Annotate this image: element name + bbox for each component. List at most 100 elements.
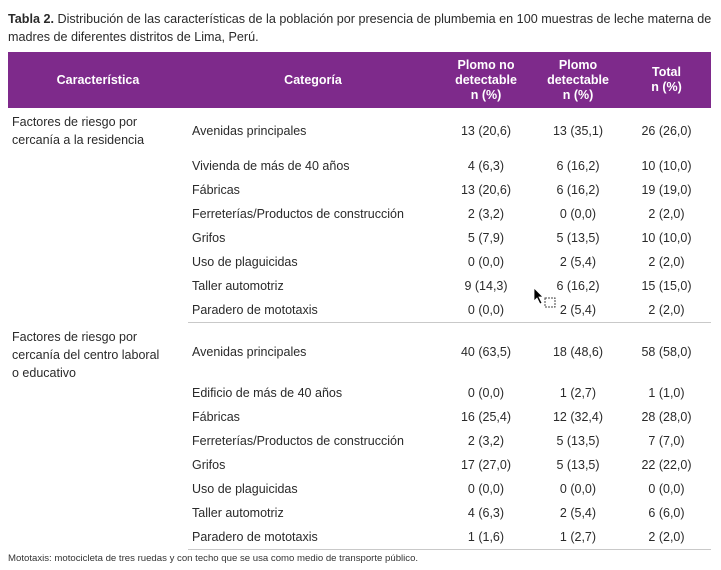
header-categoria: Categoría (284, 72, 342, 87)
cell-categoria: Fábricas (192, 410, 240, 424)
cell-total: 22 (22,0) (641, 458, 692, 472)
cell-total: 10 (10,0) (641, 159, 692, 173)
cell-total: 2 (2,0) (622, 298, 711, 323)
cell-plomo-detectable: 6 (16,2) (556, 279, 600, 293)
cell-plomo-detectable: 5 (13,5) (556, 231, 600, 245)
cell-categoria: Ferreterías/Productos de construcción (192, 207, 404, 221)
cell-plomo-detectable: 12 (32,4) (552, 410, 604, 424)
cell-total: 10 (10,0) (641, 231, 692, 245)
cell-plomo-no-detectable: 9 (14,3) (464, 279, 508, 293)
cell-plomo-detectable: 1 (2,7) (559, 386, 597, 400)
cell-categoria: Taller automotriz (192, 506, 284, 520)
cell-plomo-detectable: 5 (13,5) (556, 458, 600, 472)
cell-plomo-no-detectable: 40 (63,5) (460, 345, 512, 359)
header-detectable: Plomo detectable n (%) (534, 52, 622, 108)
cell-plomo-detectable: 5 (13,5) (556, 434, 600, 448)
cell-plomo-detectable: 2 (5,4) (559, 506, 597, 520)
cell-plomo-detectable: 13 (35,1) (552, 124, 604, 138)
cell-total: 15 (15,0) (641, 279, 692, 293)
cell-plomo-detectable: 0 (0,0) (559, 207, 597, 221)
cell-plomo-no-detectable: 2 (3,2) (467, 434, 505, 448)
cell-plomo-no-detectable: 0 (0,0) (467, 386, 505, 400)
cell-categoria: Uso de plaguicidas (192, 482, 298, 496)
data-table: Característica Categoría Plomo no detect… (8, 52, 711, 550)
cell-total: 28 (28,0) (641, 410, 692, 424)
header-detectable-line: n (%) (562, 87, 594, 102)
cell-categoria: Avenidas principales (192, 345, 307, 359)
group-label-line: Factores de riesgo por (12, 115, 138, 129)
cell-categoria: Edificio de más de 40 años (192, 386, 343, 400)
table-row: Vivienda de más de 40 años 4 (6,3) 6 (16,2… (8, 154, 711, 178)
cell-plomo-detectable: 0 (0,0) (559, 482, 597, 496)
header-no-detectable: Plomo no detectable n (%) (438, 52, 534, 108)
cell-total: 58 (58,0) (641, 345, 692, 359)
cell-total: 2 (2,0) (648, 207, 685, 221)
table-row: Taller automotriz 9 (14,3) 6 (16,2) 15 (15,… (8, 274, 711, 298)
cell-plomo-no-detectable: 17 (27,0) (460, 458, 512, 472)
table-row: Grifos 17 (27,0) 5 (13,5) 22 (22,0) (8, 453, 711, 477)
group-label-line: Factores de riesgo por (12, 329, 138, 344)
cell-categoria: Avenidas principales (192, 124, 307, 138)
cell-total: 0 (0,0) (648, 482, 685, 496)
cell-categoria: Fábricas (192, 183, 240, 197)
cell-plomo-no-detectable: 0 (0,0) (438, 298, 534, 323)
cell-categoria: Paradero de mototaxis (188, 525, 438, 550)
cell-plomo-no-detectable: 0 (0,0) (467, 482, 505, 496)
cell-categoria: Ferreterías/Productos de construcción (192, 434, 404, 448)
table-row: Ferreterías/Productos de construcción 2 (… (8, 429, 711, 453)
header-caracteristica: Característica (56, 72, 140, 87)
table-row: Edificio de más de 40 años 0 (0,0) 1 (2,7)… (8, 381, 711, 405)
header-no-detectable-line: n (%) (470, 87, 502, 102)
caption-text: Distribución de las características de l… (8, 12, 712, 44)
header-no-detectable-line: detectable (455, 72, 517, 87)
caption-label: Tabla 2. (8, 12, 54, 26)
cell-plomo-detectable: 6 (16,2) (556, 159, 600, 173)
cell-total: 7 (7,0) (648, 434, 685, 448)
table-caption: Tabla 2. Distribución de las característ… (8, 10, 714, 46)
cell-categoria: Taller automotriz (192, 279, 284, 293)
header-total-line: Total (652, 65, 681, 79)
table-row: Paradero de mototaxis 1 (1,6) 1 (2,7) 2 (2,… (8, 525, 711, 550)
group-label: Factores de riesgo por cercanía a la resi… (8, 108, 188, 323)
header-total-line: n (%) (651, 80, 682, 94)
table-row: Uso de plaguicidas 0 (0,0) 0 (0,0) 0 (0,0) (8, 477, 711, 501)
cell-categoria: Vivienda de más de 40 años (192, 159, 350, 173)
header-detectable-line: detectable (547, 72, 609, 87)
cell-plomo-no-detectable: 5 (7,9) (467, 231, 505, 245)
cell-total: 19 (19,0) (641, 183, 692, 197)
cell-categoria: Grifos (192, 458, 226, 472)
cell-plomo-no-detectable: 13 (20,6) (460, 183, 512, 197)
table-row: Factores de riesgo por cercanía del centr… (8, 323, 711, 382)
cell-plomo-no-detectable: 16 (25,4) (460, 410, 512, 424)
cell-plomo-no-detectable: 0 (0,0) (467, 255, 505, 269)
table-row: Ferreterías/Productos de construcción 2 (… (8, 202, 711, 226)
header-detectable-line: Plomo (558, 57, 598, 72)
table-row: Fábricas 13 (20,6) 6 (16,2) 19 (19,0) (8, 178, 711, 202)
cell-plomo-no-detectable: 13 (20,6) (460, 124, 512, 138)
table-header-row: Característica Categoría Plomo no detect… (8, 52, 711, 108)
cell-categoria: Paradero de mototaxis (188, 298, 438, 323)
header-no-detectable-line: Plomo no (457, 57, 515, 72)
cell-total: 2 (2,0) (648, 255, 685, 269)
cell-plomo-detectable: 2 (5,4) (534, 298, 622, 323)
header-total: Total n (%) (622, 52, 711, 108)
table-row: Paradero de mototaxis 0 (0,0) 2 (5,4) 2 (2,… (8, 298, 711, 323)
cell-total: 1 (1,0) (648, 386, 685, 400)
cell-total: 2 (2,0) (622, 525, 711, 550)
table-row: Grifos 5 (7,9) 5 (13,5) 10 (10,0) (8, 226, 711, 250)
cell-plomo-detectable: 2 (5,4) (559, 255, 597, 269)
table-row: Taller automotriz 4 (6,3) 2 (5,4) 6 (6,0) (8, 501, 711, 525)
cell-categoria: Grifos (192, 231, 226, 245)
group-label-line: cercanía a la residencia (12, 133, 145, 147)
group-label: Factores de riesgo por cercanía del centr… (8, 323, 188, 550)
cell-plomo-no-detectable: 4 (6,3) (467, 506, 505, 520)
table-row: Uso de plaguicidas 0 (0,0) 2 (5,4) 2 (2,0) (8, 250, 711, 274)
cell-plomo-detectable: 1 (2,7) (534, 525, 622, 550)
group-label-line: cercanía del centro laboral (12, 347, 160, 362)
table-row: Factores de riesgo por cercanía a la resi… (8, 108, 711, 154)
cell-plomo-no-detectable: 4 (6,3) (467, 159, 505, 173)
group-label-line: o educativo (12, 365, 76, 380)
table-body: Factores de riesgo por cercanía a la resi… (8, 108, 711, 550)
cell-plomo-no-detectable: 2 (3,2) (467, 207, 505, 221)
cell-total: 6 (6,0) (648, 506, 685, 520)
